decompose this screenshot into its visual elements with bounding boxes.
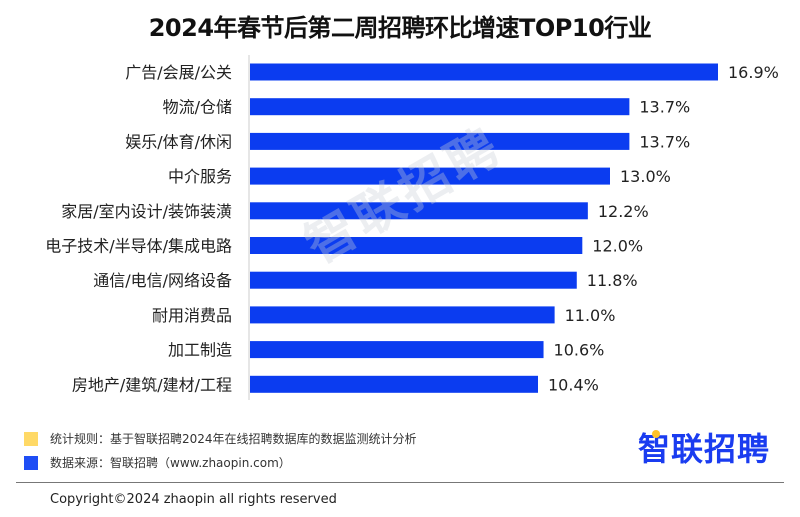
bar (250, 237, 583, 254)
bar (250, 98, 630, 116)
chart-title: 2024年春节后第二周招聘环比增速TOP10行业 (148, 14, 652, 42)
category-label: 通信/电信/网络设备 (93, 271, 232, 290)
category-label: 物流/仓储 (163, 98, 232, 117)
data-label: 10.6% (554, 341, 605, 360)
bar (250, 63, 718, 81)
legend-text: 统计规则：基于智联招聘2024年在线招聘数据库的数据监测统计分析 (50, 432, 417, 446)
category-label: 加工制造 (168, 341, 232, 360)
data-label: 12.2% (598, 202, 649, 221)
data-label: 13.7% (639, 98, 690, 117)
bar (250, 341, 544, 359)
bar-chart: 广告/会展/公关 16.9% 物流/仓储 13.7% 娱乐/体育/休闲 13.7% 中介服务… (45, 55, 779, 400)
legend-swatch-yellow (24, 431, 38, 446)
category-label: 家居/室内设计/装饰装潢 (61, 202, 232, 221)
legend-swatch-blue (24, 455, 38, 470)
copyright: Copyright©2024 zhaopin all rights reserv… (50, 492, 337, 507)
category-label: 娱乐/体育/休闲 (125, 132, 232, 151)
logo-dot-icon (652, 430, 660, 438)
bar (250, 167, 610, 185)
bar (250, 375, 538, 393)
data-label: 12.0% (592, 237, 643, 256)
bar (250, 306, 555, 324)
category-label: 房地产/建筑/建材/工程 (72, 375, 232, 394)
data-label: 13.0% (620, 167, 671, 186)
legend-item-rule: 统计规则：基于智联招聘2024年在线招聘数据库的数据监测统计分析 (24, 430, 417, 447)
data-label: 13.7% (639, 132, 690, 151)
category-label: 中介服务 (168, 167, 232, 186)
category-label: 电子技术/半导体/集成电路 (45, 237, 232, 256)
category-label: 耐用消费品 (152, 306, 232, 325)
data-label: 11.0% (565, 306, 616, 325)
bar (250, 202, 588, 220)
data-label: 11.8% (587, 271, 638, 290)
data-label: 10.4% (548, 375, 599, 394)
data-label: 16.9% (728, 63, 779, 82)
legend-text: 数据来源：智联招聘（www.zhaopin.com） (50, 456, 291, 470)
zhaopin-logo: 智联招聘 (638, 430, 771, 468)
bar (250, 132, 630, 150)
divider (16, 482, 784, 483)
bar (250, 271, 577, 289)
category-label: 广告/会展/公关 (125, 63, 232, 82)
legend-item-source: 数据来源：智联招聘（www.zhaopin.com） (24, 454, 291, 471)
